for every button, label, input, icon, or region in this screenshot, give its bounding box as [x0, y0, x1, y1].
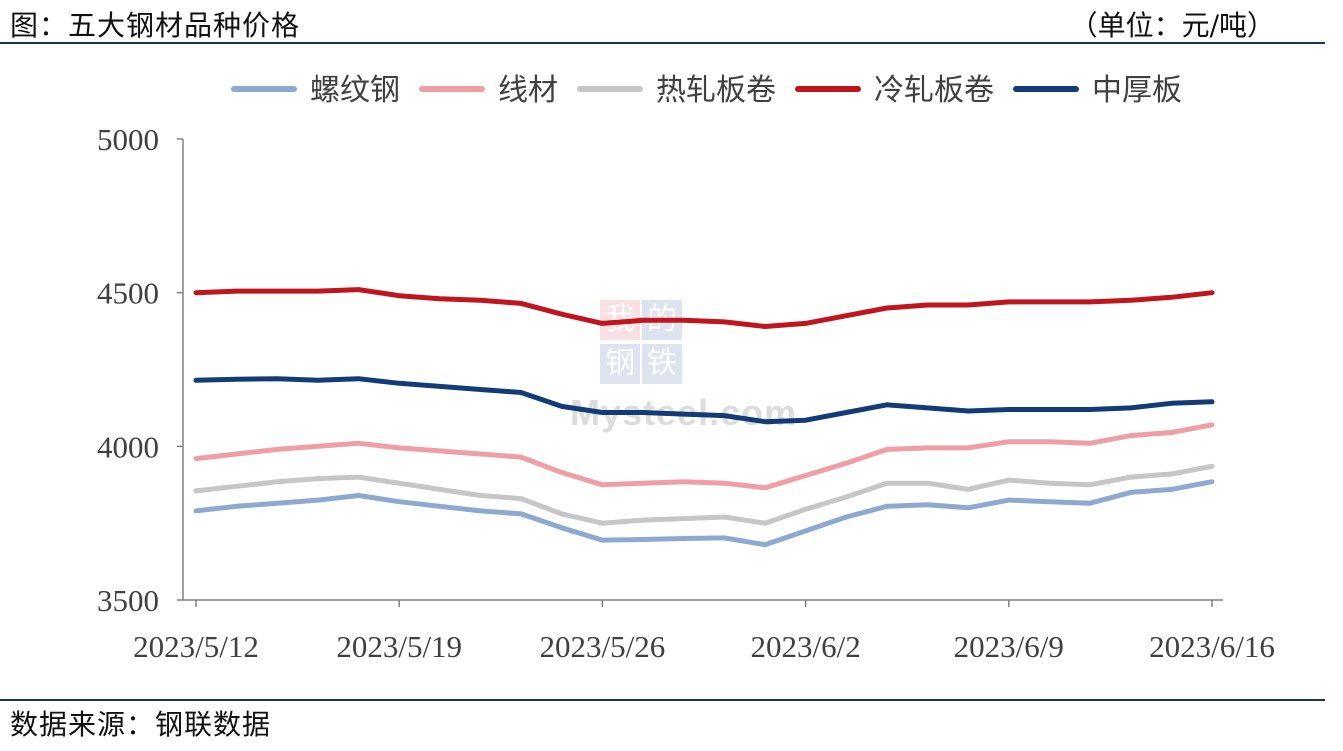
y-tick-label: 4500	[97, 276, 159, 311]
x-tick-label: 2023/5/19	[336, 629, 462, 664]
x-tick-label: 2023/6/2	[750, 629, 860, 664]
x-tick-label: 2023/6/9	[954, 629, 1064, 664]
header-bar: 图：五大钢材品种价格 （单位：元/吨）	[0, 0, 1325, 44]
chart-title: 图：五大钢材品种价格	[10, 9, 301, 42]
footer-divider	[0, 699, 1325, 701]
y-tick-label: 5000	[97, 122, 159, 157]
series-line	[193, 376, 1215, 425]
legend-label: 螺纹钢	[310, 73, 400, 108]
series-line	[193, 463, 1215, 526]
series-line	[193, 422, 1215, 491]
series-line	[193, 479, 1215, 548]
unit-label: （单位：元/吨）	[1069, 9, 1275, 42]
legend-label: 热轧板卷	[656, 73, 776, 108]
data-source: 数据来源：钢联数据	[10, 708, 272, 741]
x-tick-label: 2023/6/16	[1149, 629, 1275, 664]
line-chart: 3500 4000 4500 5000 2023/5/12 2023/5/19 2023/5…	[97, 73, 1275, 664]
x-tick-label: 2023/5/12	[133, 629, 259, 664]
series-line	[193, 287, 1215, 329]
legend-label: 中厚板	[1092, 73, 1182, 108]
x-tick-label: 2023/5/26	[540, 629, 666, 664]
legend-label: 线材	[498, 73, 558, 108]
y-tick-label: 3500	[97, 583, 159, 618]
y-tick-label: 4000	[97, 429, 159, 464]
legend-label: 冷轧板卷	[874, 73, 994, 108]
